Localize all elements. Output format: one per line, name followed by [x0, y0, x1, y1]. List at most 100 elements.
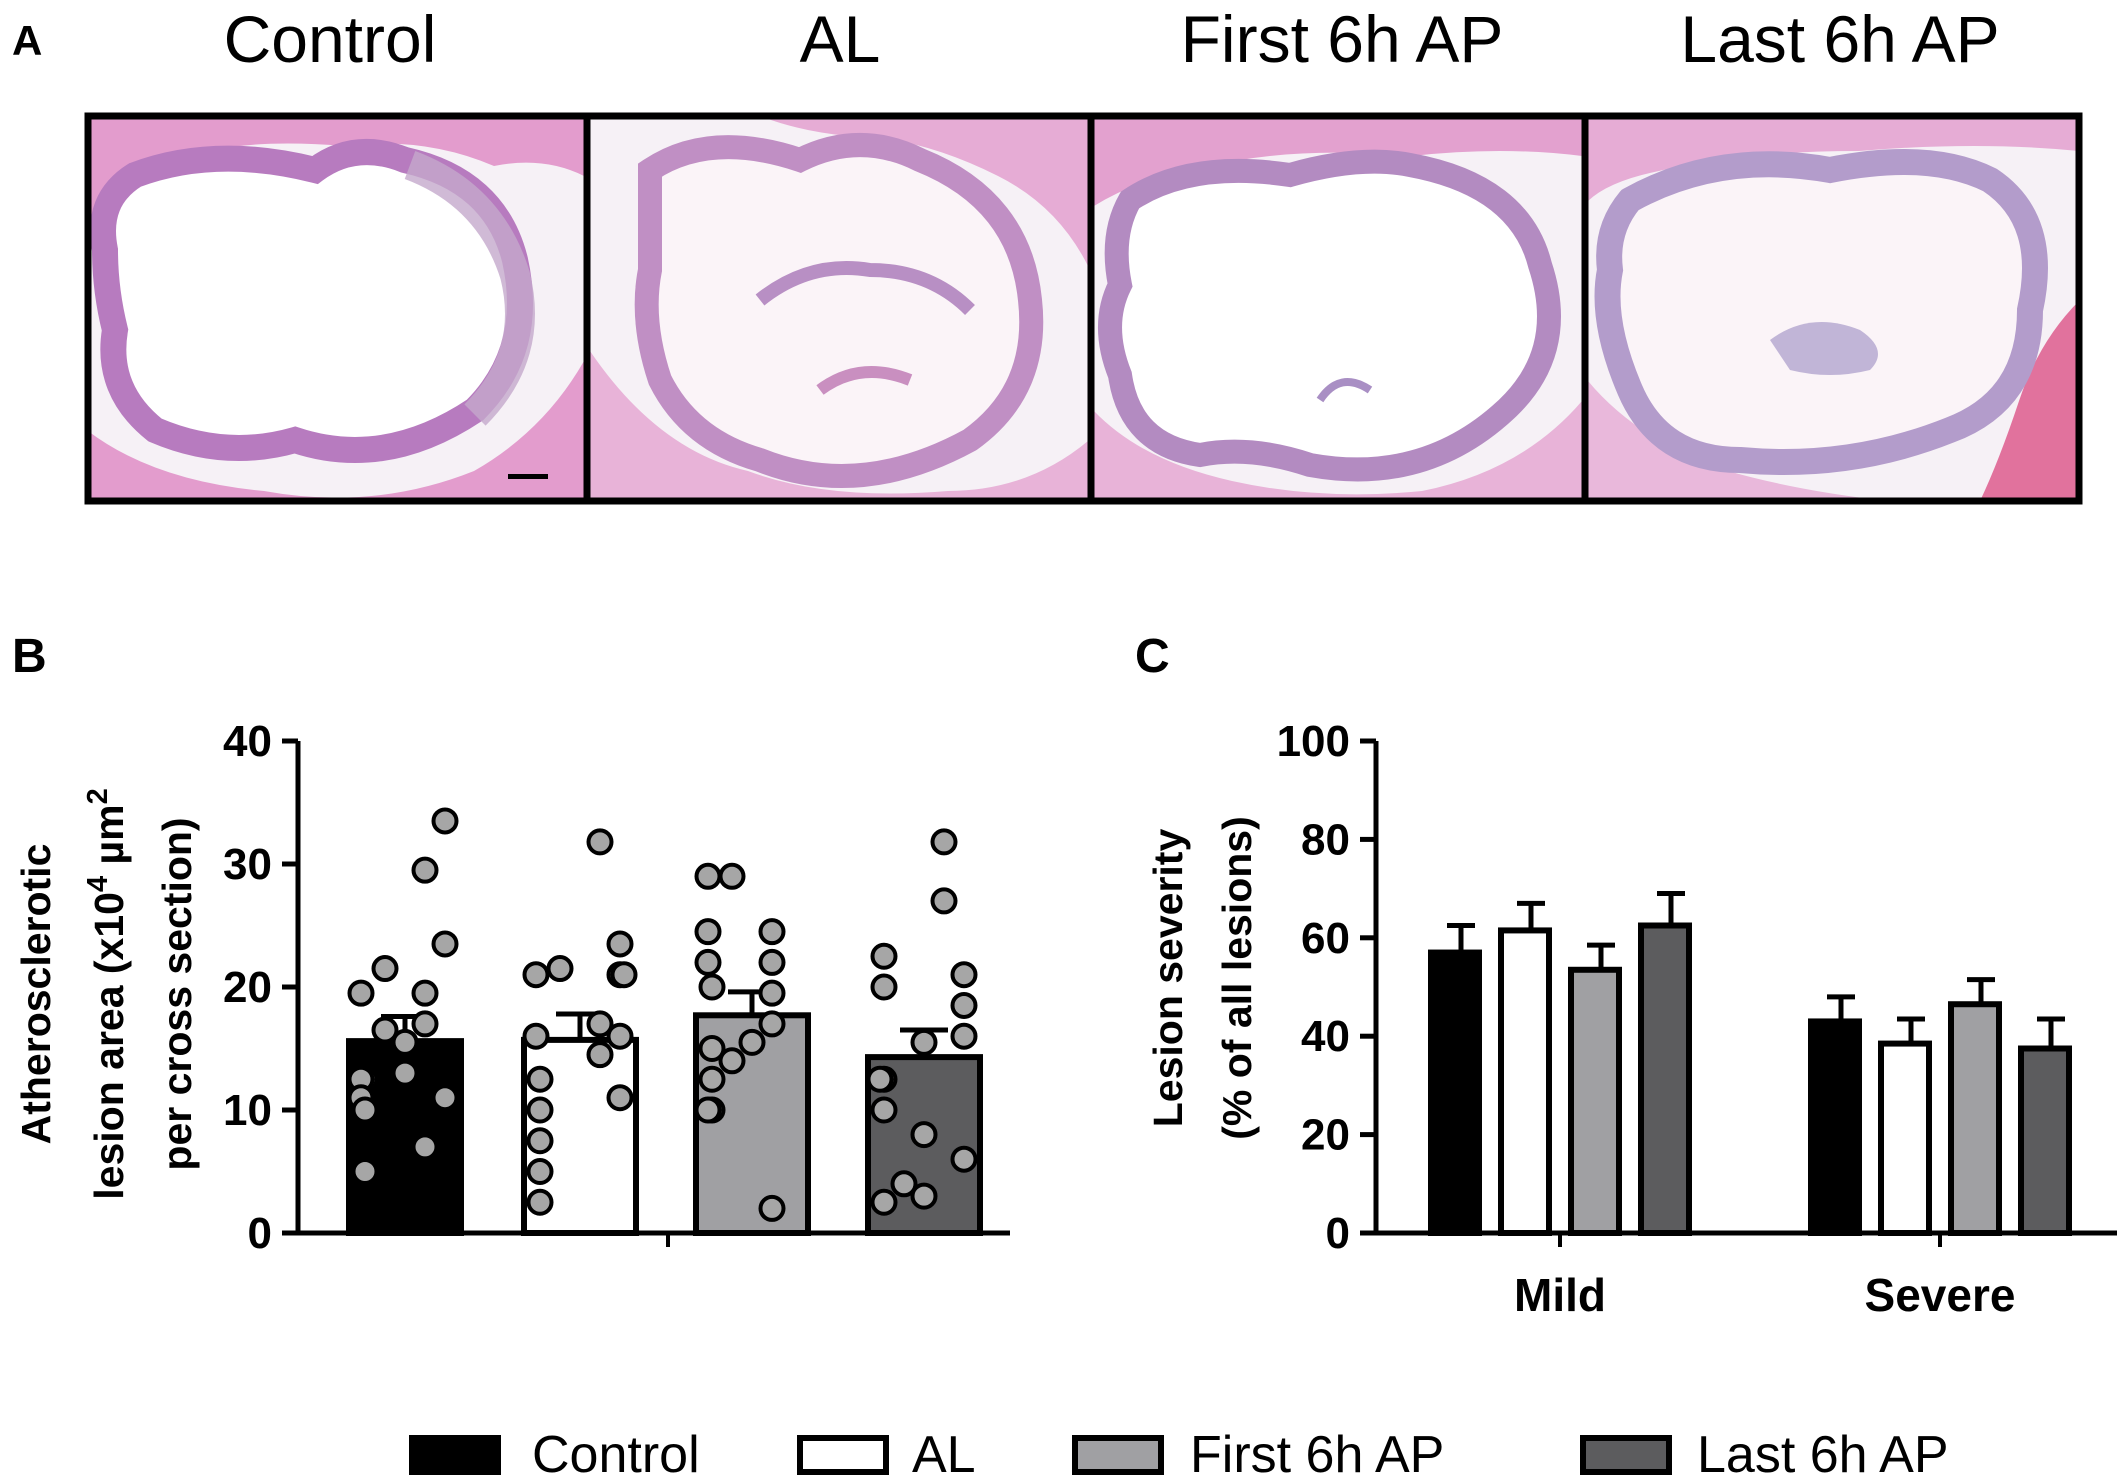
- chart-b-data-point: [866, 1065, 894, 1093]
- legend-label-al: AL: [912, 1426, 976, 1482]
- chart-b-data-point: [930, 828, 958, 856]
- chart-b-data-point: [910, 1121, 938, 1149]
- chart-c-x-tick-label: Mild: [1514, 1269, 1606, 1321]
- chart-c-y-axis-title: Lesion severity (% of all lesions): [1145, 816, 1260, 1140]
- chart-b-data-point: [431, 1084, 459, 1112]
- chart-b-data-point: [694, 948, 722, 976]
- chart-b-data-point: [758, 918, 786, 946]
- chart-b-data-point: [606, 1022, 634, 1050]
- legend-label-control: Control: [532, 1426, 700, 1482]
- chart-b-y-axis-title: Atherosclerotic lesion area (x104 µm2 pe…: [13, 788, 200, 1199]
- chart-b-data-point: [411, 856, 439, 884]
- histology-image-first-6h-ap: [1094, 116, 1582, 501]
- chart-b-y-tick-label: 40: [223, 717, 272, 766]
- chart-b-data-point: [930, 887, 958, 915]
- chart-b-y-axis-title-part: lesion area (x10: [86, 892, 132, 1200]
- group-title-al: AL: [800, 2, 881, 76]
- chart-b-data-point: [526, 1096, 554, 1124]
- chart-b: 0 10 20 30 40 Atherosclerotic lesion area (x…: [13, 717, 1010, 1258]
- chart-b-y-axis-title-line-1: Atherosclerotic: [13, 844, 59, 1145]
- group-title-last-6h-ap: Last 6h AP: [1680, 2, 1999, 76]
- chart-c-bar: [2018, 1045, 2072, 1236]
- chart-b-data-point: [522, 961, 550, 989]
- chart-b-y-axis-title-part: µm: [86, 804, 132, 875]
- legend-swatch-control: [409, 1435, 501, 1475]
- chart-b-data-point: [606, 1084, 634, 1112]
- chart-b-data-point: [431, 807, 459, 835]
- chart-b-data-point: [371, 955, 399, 983]
- chart-c-y-axis-title-line-2: (% of all lesions): [1214, 816, 1260, 1140]
- legend-item-control: Control: [409, 1426, 700, 1482]
- chart-c-y-tick-label: 0: [1326, 1209, 1350, 1258]
- chart-b-data-point: [586, 828, 614, 856]
- chart-b-data-point: [526, 1065, 554, 1093]
- chart-b-data-point: [411, 1010, 439, 1038]
- chart-b-y-axis-title-superscript: 4: [82, 876, 114, 892]
- panel-b-label: B: [12, 630, 47, 683]
- histology-image-last-6h-ap: [1588, 116, 2079, 501]
- chart-c-y-tick-label: 100: [1277, 717, 1350, 766]
- chart-b-data-point: [870, 942, 898, 970]
- chart-b-y-tick-label: 0: [248, 1209, 272, 1258]
- chart-b-data-point: [694, 862, 722, 890]
- histology-image-control: [88, 116, 584, 501]
- chart-c-x-tick-label: Severe: [1865, 1269, 2016, 1321]
- chart-b-data-point: [546, 955, 574, 983]
- chart-c-bar: [1428, 949, 1482, 1236]
- chart-b-data-point: [411, 979, 439, 1007]
- chart-b-data-point: [606, 930, 634, 958]
- legend-swatch-al: [797, 1435, 889, 1475]
- chart-c-bar: [1878, 1040, 1932, 1236]
- chart-b-data-point: [694, 1096, 722, 1124]
- legend-label-first-6h-ap: First 6h AP: [1190, 1426, 1444, 1482]
- legend-item-first-6h-ap: First 6h AP: [1072, 1426, 1444, 1482]
- chart-b-data-point: [718, 862, 746, 890]
- chart-c-y-axis-title-line-1: Lesion severity: [1145, 829, 1191, 1128]
- chart-c-y-tick-label: 80: [1301, 815, 1350, 864]
- chart-b-y-axis-title-line-3: per cross section): [154, 817, 200, 1170]
- chart-c-bar: [1808, 1018, 1862, 1236]
- chart-b-data-point: [391, 1028, 419, 1056]
- chart-b-y-tick-label: 30: [223, 840, 272, 889]
- panel-c-label: C: [1135, 630, 1170, 683]
- chart-b-data-point: [698, 973, 726, 1001]
- chart-b-data-point: [610, 961, 638, 989]
- chart-c-bar: [1638, 922, 1692, 1236]
- chart-c-y-tick-label: 40: [1301, 1012, 1350, 1061]
- chart-b-data-point: [890, 1170, 918, 1198]
- chart-b-data-point: [950, 1022, 978, 1050]
- chart-b-data-point: [694, 918, 722, 946]
- chart-b-data-point: [950, 961, 978, 989]
- chart-b-data-point: [351, 1158, 379, 1185]
- chart-b-data-point: [910, 1028, 938, 1056]
- chart-b-data-point: [758, 1010, 786, 1038]
- chart-b-data-point: [870, 1188, 898, 1216]
- legend-label-last-6h-ap: Last 6h AP: [1697, 1426, 1949, 1482]
- chart-c-bar: [1948, 1001, 2002, 1236]
- panel-a-frame: [84, 112, 2083, 505]
- chart-b-data-point: [698, 1035, 726, 1062]
- chart-b-data-point: [758, 948, 786, 976]
- chart-b-data-point: [586, 1010, 614, 1038]
- chart-b-y-tick-label: 20: [223, 963, 272, 1012]
- chart-b-data-point: [411, 1133, 439, 1161]
- chart-b-y-tick-label: 10: [223, 1086, 272, 1135]
- chart-b-data-point: [522, 1022, 550, 1050]
- chart-b-data-point: [718, 1047, 746, 1075]
- legend-swatch-last-6h-ap: [1580, 1435, 1672, 1475]
- chart-b-data-point: [526, 1158, 554, 1185]
- chart-b-data-point: [910, 1182, 938, 1210]
- chart-b-data-point: [950, 1145, 978, 1173]
- group-title-first-6h-ap: First 6h AP: [1181, 2, 1504, 76]
- chart-b-data-point: [758, 1194, 786, 1222]
- chart-b-data-point: [698, 1065, 726, 1093]
- chart-b-data-point: [758, 979, 786, 1007]
- chart-b-data-point: [586, 1041, 614, 1069]
- legend-item-al: AL: [797, 1426, 976, 1482]
- chart-b-data-point: [347, 979, 375, 1007]
- chart-c-bar: [1498, 927, 1552, 1236]
- legend-swatch-first-6h-ap: [1072, 1435, 1164, 1475]
- chart-b-data-point: [738, 1028, 766, 1056]
- chart-b-data-point: [526, 1188, 554, 1216]
